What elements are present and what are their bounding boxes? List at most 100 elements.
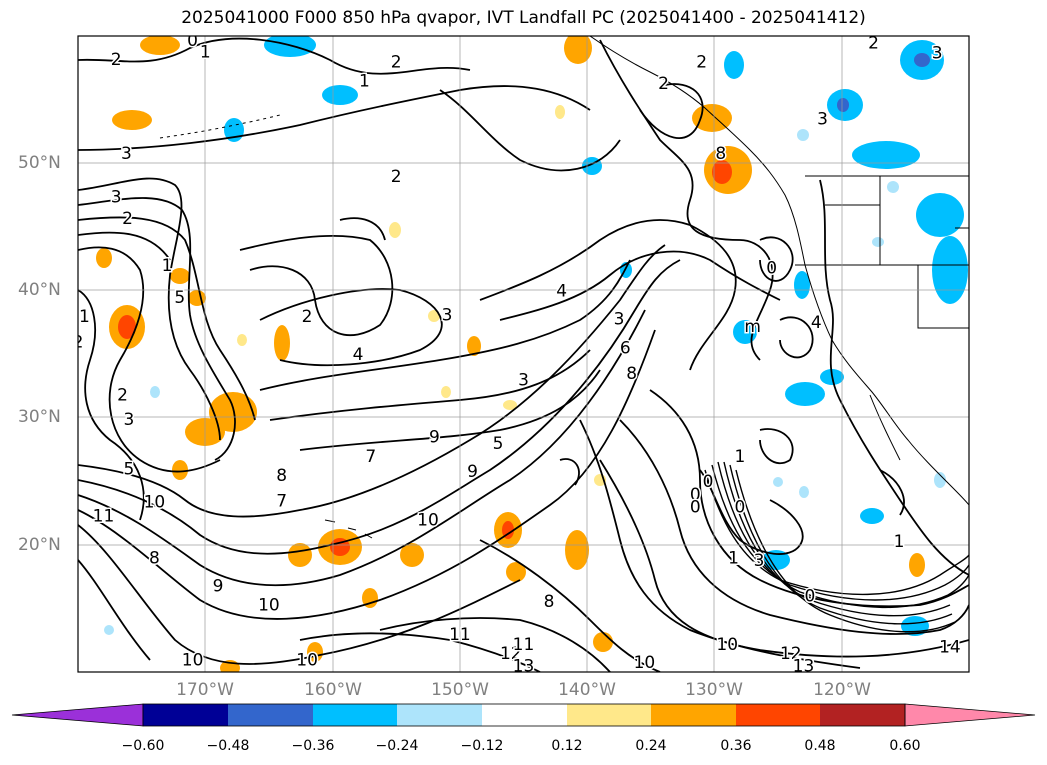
positive-anomaly-patch — [140, 36, 180, 55]
baja-coastline — [869, 394, 901, 461]
contour-label: 11 — [513, 635, 535, 655]
contour-line — [819, 179, 969, 576]
small-anomaly-patch — [555, 105, 565, 119]
colorbar-extend-low — [11, 703, 144, 727]
contour-label: 1 — [894, 532, 905, 552]
positive-anomaly-core — [330, 538, 350, 556]
contour-line — [78, 177, 221, 441]
contour-label: 4 — [556, 281, 567, 301]
contour-line — [579, 419, 861, 669]
contour-label: 5 — [123, 460, 134, 480]
contour-line — [759, 428, 794, 465]
small-anomaly-patch — [872, 237, 884, 247]
contour-label: 7 — [276, 491, 287, 511]
colorbar-segment — [228, 704, 313, 726]
negative-anomaly-patch — [932, 236, 968, 304]
contour-label: m — [744, 317, 761, 337]
contour-label: 2 — [391, 52, 402, 72]
contour-line — [78, 309, 646, 587]
contour-label: 2 — [658, 74, 669, 94]
contour-label: 10 — [144, 493, 166, 513]
positive-anomaly-patch — [188, 290, 206, 306]
contour-label: 12 — [780, 644, 802, 664]
contour-label: 6 — [620, 339, 631, 359]
contour-label: 2 — [696, 52, 707, 72]
colorbar-tick: 0.12 — [551, 738, 583, 754]
lon-label-160w: 160°W — [304, 680, 362, 700]
contour-line — [704, 469, 969, 596]
contour-label: 3 — [518, 370, 529, 390]
positive-anomaly-patch — [467, 336, 481, 356]
contour-line — [299, 632, 541, 672]
contour-line — [239, 235, 394, 337]
positive-anomaly-patch — [565, 530, 589, 570]
contour-label: 1 — [79, 307, 90, 327]
lat-label-30n: 30°N — [18, 407, 61, 427]
contour-label: 1 — [728, 549, 739, 569]
colorbar-tick: −0.36 — [291, 738, 335, 754]
contour-line — [78, 231, 171, 261]
positive-anomaly-patch — [506, 562, 526, 582]
contour-label: 1 — [359, 72, 370, 92]
plot-frame — [77, 35, 970, 673]
colorbar — [11, 703, 1036, 727]
colorbar-segment — [736, 704, 820, 726]
negative-anomaly-patch — [916, 193, 964, 237]
small-anomaly-patch — [797, 129, 809, 141]
positive-anomaly-patch — [170, 268, 190, 284]
positive-anomaly-patch — [362, 588, 378, 608]
contour-label: 3 — [817, 110, 828, 130]
positive-anomaly-patch — [274, 325, 290, 361]
contour-label: 0 — [734, 498, 745, 518]
contour-line — [78, 216, 256, 421]
contour-line — [879, 469, 905, 516]
contour-label: 2 — [391, 167, 402, 187]
positive-anomaly-patch — [209, 392, 257, 432]
negative-anomaly-patch — [785, 382, 825, 406]
positive-anomaly-core — [118, 315, 136, 339]
contour-line — [78, 244, 666, 518]
contour-label: 8 — [626, 364, 637, 384]
contour-line — [339, 217, 386, 241]
contour-label: 3 — [111, 187, 122, 207]
contour-label: 0 — [703, 472, 714, 492]
contour-line — [78, 289, 145, 521]
colorbar-segment — [397, 704, 482, 726]
contour-label: 7 — [365, 447, 376, 467]
negative-anomaly-core — [914, 53, 930, 67]
contour-label: 8 — [276, 466, 287, 486]
map-title: 2025041000 F000 850 hPa qvapor, IVT Land… — [181, 8, 866, 28]
contour-line — [479, 539, 661, 672]
contour-line — [711, 464, 969, 601]
contour-label: 4 — [811, 313, 822, 333]
contour-line — [78, 37, 471, 75]
contour-line — [779, 316, 814, 359]
contour-label: 0 — [690, 498, 701, 518]
contour-label: 0 — [187, 31, 198, 51]
lat-label-50n: 50°N — [18, 153, 61, 173]
positive-anomaly-patch — [909, 553, 925, 577]
contour-line — [78, 329, 656, 620]
contour-label: 10 — [182, 650, 204, 670]
positive-anomaly-patch — [288, 543, 312, 567]
small-anomaly-patch — [104, 625, 114, 635]
contour-label: 10 — [417, 510, 439, 530]
positive-anomaly-core — [712, 160, 732, 184]
contour-line — [599, 459, 969, 658]
contour-label: 11 — [93, 507, 115, 527]
contour-label: 1 — [734, 447, 745, 467]
lon-label-120w: 120°W — [813, 680, 871, 700]
positive-anomaly-patch — [172, 460, 188, 480]
contour-line — [729, 464, 953, 625]
contour-label: 3 — [442, 306, 453, 326]
contour-line — [439, 89, 621, 172]
state-border — [917, 265, 969, 329]
contour-label: 3 — [754, 551, 765, 571]
contour-label: 5 — [493, 434, 504, 454]
contour-line — [649, 389, 969, 608]
small-anomaly-patch — [503, 400, 517, 410]
small-anomaly-patch — [237, 334, 247, 346]
colorbar-segment — [482, 704, 567, 726]
negative-anomaly-patch — [724, 51, 744, 79]
